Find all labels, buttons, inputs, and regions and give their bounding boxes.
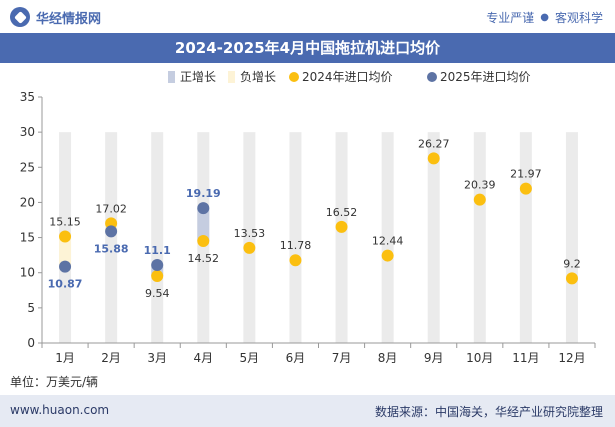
positive-growth-bar bbox=[197, 208, 210, 241]
background-bar bbox=[289, 132, 302, 343]
x-tick-label: 3月 bbox=[147, 351, 167, 365]
marker-2024 bbox=[243, 241, 256, 254]
background-bar bbox=[105, 132, 118, 343]
x-tick-label: 11月 bbox=[512, 351, 539, 365]
legend-2025-label: 2025年进口均价 bbox=[440, 70, 531, 84]
background-bars bbox=[59, 132, 578, 343]
x-tick-label: 9月 bbox=[424, 351, 444, 365]
value-label-2025: 19.19 bbox=[186, 187, 221, 200]
y-tick-label: 15 bbox=[20, 231, 35, 245]
data-source: 数据来源：中国海关，华经产业研究院整理 bbox=[374, 405, 603, 419]
marker-2024 bbox=[59, 230, 72, 243]
marker-2024 bbox=[335, 220, 348, 233]
footer: www.huaon.com 数据来源：中国海关，华经产业研究院整理 bbox=[0, 395, 615, 427]
chart: 正增长 负增长 2024年进口均价 2025年进口均价 0 5 10 15 20 25 30 35 1… bbox=[10, 70, 596, 389]
background-bar bbox=[243, 132, 256, 343]
y-tick-label: 20 bbox=[20, 195, 35, 209]
value-label-2024: 11.78 bbox=[280, 239, 312, 252]
marker-2024 bbox=[473, 193, 486, 206]
slogan-right: 客观科学 bbox=[554, 11, 603, 25]
value-label-2024: 12.44 bbox=[372, 235, 404, 248]
site-url[interactable]: www.huaon.com bbox=[10, 403, 110, 417]
difference-bars bbox=[59, 208, 210, 276]
axes: 0 5 10 15 20 25 30 35 1月 2月 3月 4月 5月 6月 7月 8月 9月 10月 11月 12… bbox=[20, 90, 596, 365]
marker-2025 bbox=[59, 260, 72, 273]
x-tick-label: 6月 bbox=[286, 351, 306, 365]
y-tick-label: 5 bbox=[27, 301, 35, 315]
x-tick-label: 8月 bbox=[378, 351, 398, 365]
legend-positive-label: 正增长 bbox=[180, 70, 216, 84]
value-label-2024: 17.02 bbox=[95, 202, 127, 215]
legend-negative-swatch bbox=[228, 71, 235, 83]
value-label-2024: 20.39 bbox=[464, 179, 496, 192]
value-label-2024: 13.53 bbox=[234, 227, 266, 240]
value-label-2024: 15.15 bbox=[49, 216, 81, 229]
marker-2025 bbox=[197, 202, 210, 215]
value-label-2024: 14.52 bbox=[188, 252, 220, 265]
slogan-left: 专业严谨 bbox=[486, 11, 535, 25]
y-tick-label: 30 bbox=[20, 125, 35, 139]
y-tick-label: 10 bbox=[20, 266, 35, 280]
x-tick-label: 12月 bbox=[558, 351, 585, 365]
brand[interactable]: 华经情报网 bbox=[10, 6, 101, 28]
negative-growth-bar bbox=[59, 236, 72, 267]
marker-2024 bbox=[427, 152, 440, 165]
y-tick-label: 25 bbox=[20, 160, 35, 174]
brand-logo-icon bbox=[10, 7, 30, 27]
y-tick-label: 0 bbox=[27, 336, 35, 350]
y-tick-label: 35 bbox=[20, 90, 35, 104]
x-tick-label: 10月 bbox=[466, 351, 493, 365]
legend-2024-label: 2024年进口均价 bbox=[302, 70, 393, 84]
value-label-2024: 16.52 bbox=[326, 206, 358, 219]
legend-positive-swatch bbox=[168, 71, 175, 83]
title-bar: 2024-2025年4月中国拖拉机进口均价 bbox=[0, 33, 615, 63]
x-tick-label: 4月 bbox=[193, 351, 213, 365]
brand-name: 华经情报网 bbox=[36, 11, 102, 27]
slogan: 专业严谨 ● 客观科学 bbox=[486, 9, 603, 26]
marker-2024 bbox=[381, 249, 394, 262]
x-tick-label: 2月 bbox=[101, 351, 121, 365]
legend-2025-swatch bbox=[427, 72, 437, 82]
marker-2025 bbox=[105, 225, 118, 238]
background-bar bbox=[335, 132, 348, 343]
marker-2024 bbox=[289, 254, 302, 267]
value-label-2024: 9.54 bbox=[145, 287, 170, 300]
background-bar bbox=[381, 132, 394, 343]
marker-2024 bbox=[151, 269, 164, 282]
value-label-2025: 11.1 bbox=[144, 244, 171, 257]
background-bar bbox=[519, 132, 532, 343]
legend-negative-label: 负增长 bbox=[240, 70, 276, 84]
value-label-2025: 10.87 bbox=[48, 278, 83, 291]
unit-label: 单位：万美元/辆 bbox=[10, 374, 98, 389]
marker-2025 bbox=[151, 258, 164, 271]
legend-2024-swatch bbox=[289, 72, 299, 82]
background-bar bbox=[473, 132, 486, 343]
legend: 正增长 负增长 2024年进口均价 2025年进口均价 bbox=[168, 70, 531, 84]
background-bar bbox=[565, 132, 578, 343]
slogan-separator: ● bbox=[540, 12, 549, 23]
value-label-2024: 9.2 bbox=[563, 257, 581, 270]
value-label-2024: 21.97 bbox=[510, 168, 542, 181]
x-tick-label: 7月 bbox=[332, 351, 352, 365]
background-bar bbox=[427, 132, 440, 343]
value-label-2024: 26.27 bbox=[418, 137, 450, 150]
x-tick-label: 5月 bbox=[240, 351, 260, 365]
marker-2024 bbox=[565, 272, 578, 285]
marker-2024 bbox=[519, 182, 532, 195]
value-labels: 15.15 10.87 17.02 15.88 9.54 11.1 14.52 19.19 13… bbox=[48, 137, 581, 300]
marker-2024 bbox=[197, 234, 210, 247]
value-label-2025: 15.88 bbox=[94, 242, 129, 255]
background-bar bbox=[151, 132, 164, 343]
chart-title: 2024-2025年4月中国拖拉机进口均价 bbox=[174, 39, 441, 57]
markers bbox=[59, 152, 578, 285]
top-bar: 华经情报网 专业严谨 ● 客观科学 bbox=[0, 0, 615, 33]
x-tick-label: 1月 bbox=[55, 351, 75, 365]
